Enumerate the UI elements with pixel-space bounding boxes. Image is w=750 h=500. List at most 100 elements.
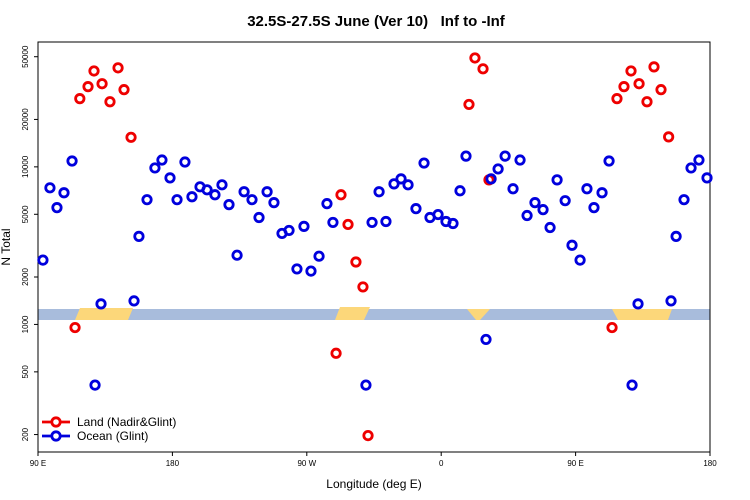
point: [685, 162, 697, 174]
point: [596, 187, 608, 199]
point: [641, 96, 653, 108]
point: [665, 295, 677, 307]
legend-marker: [50, 416, 62, 428]
point: [96, 78, 108, 90]
point: [551, 174, 563, 186]
point: [37, 254, 49, 266]
point: [463, 98, 475, 111]
point: [655, 84, 667, 96]
point: [51, 202, 63, 214]
point: [588, 202, 600, 214]
point: [141, 194, 153, 206]
point: [89, 379, 101, 391]
point: [574, 254, 586, 266]
x-tick-label: 90 E: [30, 459, 46, 468]
point: [223, 199, 235, 211]
point: [454, 185, 466, 197]
ocean-band: [38, 309, 710, 320]
point: [66, 155, 78, 167]
y-tick-label: 10000: [21, 155, 30, 178]
point: [566, 239, 578, 251]
point: [663, 131, 675, 143]
point: [625, 65, 637, 77]
point: [633, 78, 645, 90]
x-tick-label: 0: [439, 459, 444, 468]
point: [95, 298, 107, 310]
y-axis-label: N Total: [0, 228, 13, 265]
point: [171, 194, 183, 206]
x-tick-label: 90 E: [567, 459, 583, 468]
point: [514, 154, 526, 166]
point: [432, 208, 444, 221]
point: [88, 65, 100, 77]
x-tick-label: 90 W: [297, 459, 316, 468]
point: [44, 182, 56, 194]
point: [362, 429, 374, 442]
point: [388, 178, 400, 190]
point: [678, 194, 690, 206]
point: [395, 173, 407, 185]
y-tick-label: 20000: [21, 108, 30, 131]
point: [603, 155, 615, 167]
land-band: [467, 309, 490, 320]
point: [201, 184, 213, 196]
point: [366, 216, 378, 229]
point: [447, 217, 459, 230]
point: [82, 81, 94, 93]
x-tick-label: 180: [703, 459, 717, 468]
land-band: [75, 308, 133, 320]
x-axis-label: Longitude (deg E): [326, 477, 421, 491]
point: [69, 321, 81, 334]
point: [537, 204, 549, 216]
point: [521, 209, 533, 222]
point: [559, 195, 571, 207]
point: [133, 230, 145, 242]
point: [507, 183, 519, 195]
point: [581, 183, 593, 195]
point: [128, 295, 140, 307]
point: [606, 321, 618, 334]
point: [544, 221, 556, 234]
y-tick-label: 200: [21, 427, 30, 441]
point: [125, 131, 137, 143]
point: [321, 198, 333, 210]
legend-marker: [50, 430, 62, 442]
y-tick-label: 5000: [21, 205, 30, 223]
point: [460, 150, 472, 162]
point: [670, 230, 682, 242]
point: [58, 187, 70, 199]
legend-label: Ocean (Glint): [77, 429, 148, 443]
point: [291, 263, 303, 275]
point: [327, 216, 339, 229]
point: [305, 265, 317, 277]
plot-frame: [37, 41, 711, 453]
y-tick-label: 1000: [21, 315, 30, 333]
point: [179, 156, 191, 168]
land-band: [335, 307, 370, 320]
legend-label: Land (Nadir&Glint): [77, 415, 176, 429]
point: [693, 154, 705, 166]
point: [357, 281, 369, 293]
point: [74, 93, 86, 105]
point: [529, 197, 541, 209]
point: [402, 179, 414, 191]
point: [469, 52, 481, 64]
point: [611, 93, 623, 105]
point: [342, 218, 354, 231]
point: [283, 224, 295, 237]
point: [373, 186, 385, 198]
point: [313, 250, 325, 262]
point: [626, 379, 638, 391]
point: [335, 189, 347, 201]
point: [112, 62, 124, 74]
point: [410, 203, 422, 215]
point: [380, 215, 392, 228]
chart-title: 32.5S-27.5S June (Ver 10) Inf to -Inf: [247, 13, 506, 30]
surface-band: [38, 307, 710, 320]
point: [261, 186, 273, 198]
point: [480, 333, 492, 346]
point: [268, 197, 280, 209]
y-tick-label: 2000: [21, 268, 30, 286]
point: [104, 96, 116, 108]
